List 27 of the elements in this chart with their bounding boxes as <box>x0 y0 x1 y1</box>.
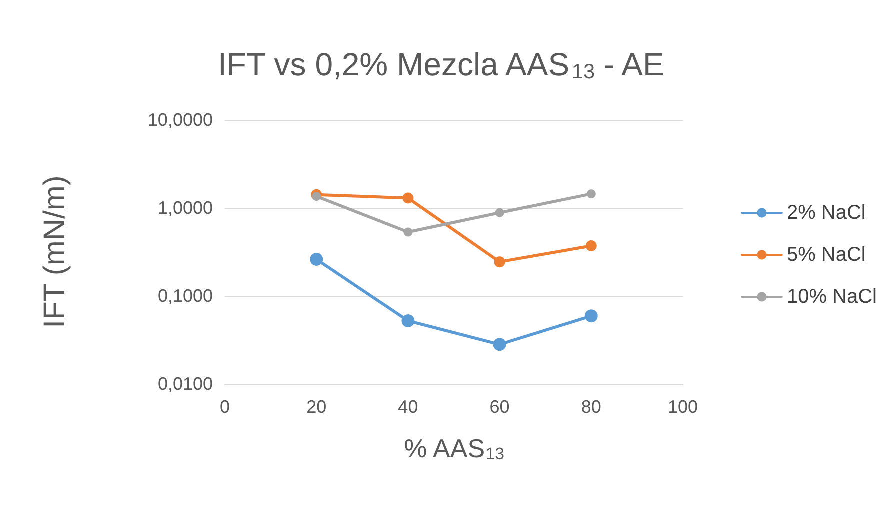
point <box>494 256 506 268</box>
point <box>584 310 598 323</box>
point <box>402 192 414 204</box>
point <box>495 208 504 218</box>
y-tick-label: 0,0100 <box>158 374 213 394</box>
y-tick-label: 10,0000 <box>148 110 213 130</box>
legend-label: 2% NaCl <box>786 202 866 224</box>
point <box>402 314 415 328</box>
point <box>586 190 596 199</box>
legend-label: 5% NaCl <box>786 244 866 266</box>
legend-label: 10% NaCl <box>786 286 878 308</box>
point <box>404 228 413 237</box>
y-axis-title: IFT (mN/m) <box>38 176 72 328</box>
x-tick-label: 20 <box>306 397 327 417</box>
x-tick-label: 60 <box>490 397 510 417</box>
x-tick-label: 100 <box>668 397 698 417</box>
y-tick-label: 1,0000 <box>158 198 213 218</box>
x-tick-label: 40 <box>398 397 418 417</box>
point <box>310 252 324 266</box>
x-axis-title: % AAS13 <box>404 433 505 464</box>
x-tick-label: 0 <box>220 397 230 417</box>
x-tick-label: 80 <box>581 397 602 417</box>
chart-title: IFT vs 0,2% Mezcla AAS13 - AE <box>218 46 664 84</box>
y-tick-label: 0,1000 <box>158 286 213 306</box>
point <box>493 338 506 352</box>
point <box>586 240 597 252</box>
point <box>312 192 322 202</box>
